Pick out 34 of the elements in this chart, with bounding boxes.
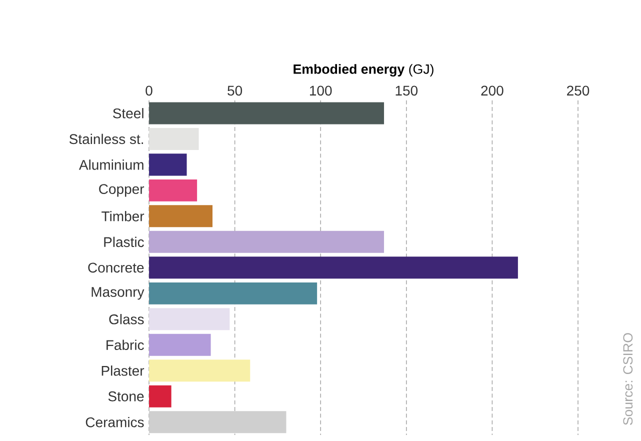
x-tick-label: 0: [146, 86, 152, 96]
y-tick-label: Concrete: [88, 262, 144, 273]
bar: [149, 360, 250, 382]
bar: [149, 128, 199, 150]
x-tick-label: 200: [481, 86, 504, 96]
x-tick-label: 150: [396, 86, 418, 96]
bar: [149, 308, 230, 330]
y-tick-label: Copper: [99, 184, 144, 197]
bar: [149, 102, 384, 124]
bar: [149, 385, 172, 408]
y-tick-label: Plaster: [102, 365, 144, 376]
x-axis-title: Embodied energy (GJ): [294, 64, 434, 77]
x-tick-label: 50: [228, 86, 242, 96]
bar: [149, 334, 211, 356]
y-tick-label: Steel: [113, 108, 144, 118]
y-tick-label: Fabric: [106, 340, 144, 350]
y-tick-label: Aluminium: [78, 160, 144, 170]
x-tick-label: 250: [567, 86, 590, 96]
y-tick-label: Plastic: [104, 236, 144, 248]
y-tick-label: Stainless st.: [69, 134, 144, 144]
y-tick-label: Timber: [102, 211, 144, 222]
bar: [149, 205, 212, 228]
x-tick-label: 100: [310, 86, 332, 96]
y-tick-label: Ceramics: [86, 416, 144, 428]
bar: [149, 282, 318, 304]
y-tick-label: Masonry: [92, 287, 144, 300]
bar: [149, 230, 384, 253]
y-tick-label: Glass: [109, 314, 144, 324]
bar: [149, 179, 198, 202]
y-tick-label: Stone: [108, 391, 144, 402]
bar: [149, 411, 286, 434]
bar: [149, 154, 187, 176]
source-note: Source: CSIRO: [623, 333, 633, 425]
bar: [149, 256, 518, 279]
